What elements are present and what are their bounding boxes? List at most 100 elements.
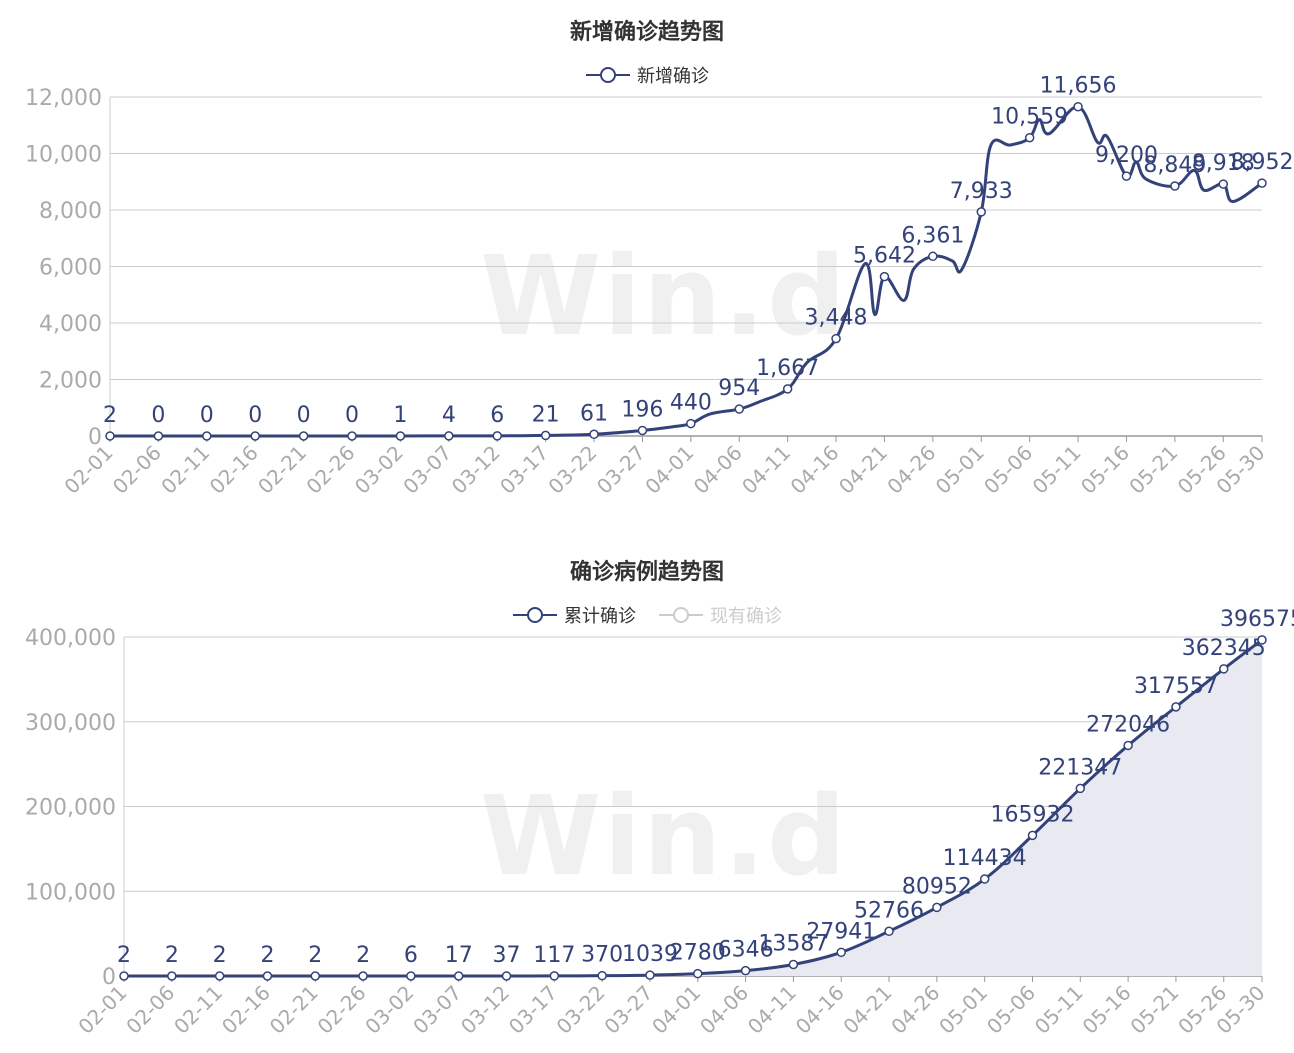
- data-point: [358, 971, 368, 981]
- data-label: 21: [532, 402, 560, 427]
- data-label: 13587: [758, 931, 828, 956]
- x-tick-label: 05-11: [1028, 441, 1086, 499]
- x-tick-label: 05-21: [1124, 441, 1182, 499]
- data-label: 80952: [902, 874, 972, 899]
- x-tick-label: 04-01: [640, 441, 698, 499]
- data-label: 8,849: [1143, 153, 1206, 178]
- x-tick-label: 04-16: [786, 441, 844, 499]
- data-point: [637, 425, 648, 436]
- data-point: [693, 968, 703, 979]
- data-point: [492, 431, 502, 441]
- x-tick-label: 05-11: [1030, 981, 1088, 1039]
- data-point: [1257, 178, 1267, 188]
- data-label: 8,952: [1231, 150, 1294, 175]
- data-point: [444, 431, 454, 441]
- legend-item-cumulative[interactable]: 累计确诊: [512, 602, 636, 628]
- new-cases-chart: Win.d 0 2,000 4,000 6,000 8,000 10,000 12,000 0…: [25, 20, 1294, 499]
- y-tick-label: 4,000: [39, 312, 102, 337]
- data-point: [119, 971, 129, 981]
- data-label: 396575: [1220, 607, 1294, 632]
- data-point: [105, 431, 115, 441]
- series-area: [124, 639, 1262, 976]
- data-label: 1039: [622, 942, 678, 967]
- data-point: [1073, 101, 1083, 112]
- data-point: [262, 971, 273, 981]
- data-label: 362345: [1182, 636, 1266, 661]
- data-label: 37: [493, 943, 521, 968]
- legend-line-circle-icon: [659, 607, 703, 623]
- data-point: [1218, 179, 1229, 189]
- data-label: 117: [533, 943, 575, 968]
- legend-label: 累计确诊: [564, 606, 636, 627]
- chart-title: 新增确诊趋势图: [569, 20, 724, 45]
- data-label: 165932: [990, 802, 1074, 827]
- data-label: 0: [151, 403, 165, 428]
- x-tick-label: 02-11: [169, 981, 227, 1039]
- legend-label: 现有确诊: [710, 606, 782, 627]
- x-tick-label: 03-02: [360, 981, 418, 1039]
- x-tick-label: 03-17: [504, 981, 562, 1039]
- data-point: [501, 971, 512, 981]
- x-tick-label: 02-06: [121, 981, 179, 1039]
- data-label: 2780: [670, 941, 726, 966]
- series-line: [109, 105, 1263, 438]
- x-tick-label: 04-06: [689, 441, 747, 499]
- data-label: 9,200: [1095, 143, 1158, 168]
- y-tick-label: 8,000: [39, 199, 102, 224]
- x-tick-label: 05-16: [1078, 981, 1136, 1039]
- x-tick-label: 04-26: [886, 981, 944, 1039]
- data-point: [1257, 635, 1267, 645]
- x-tick-label: 03-22: [552, 981, 610, 1039]
- legend-label: 新增确诊: [637, 66, 709, 87]
- x-tick-label: 02-26: [301, 441, 359, 499]
- y-tick-label: 400,000: [25, 626, 116, 651]
- data-point: [153, 431, 164, 441]
- data-label: 10,559: [991, 105, 1068, 130]
- x-tick-label: 04-11: [737, 441, 795, 499]
- legend-item-new[interactable]: 新增确诊: [585, 62, 709, 88]
- data-point: [250, 431, 260, 441]
- x-tick-label: 03-27: [599, 981, 657, 1039]
- data-label: 2: [117, 943, 131, 968]
- y-tick-label: 0: [102, 965, 116, 990]
- data-label: 2: [103, 403, 117, 428]
- data-point: [734, 404, 744, 414]
- data-label: 0: [248, 403, 262, 428]
- data-label: 6: [490, 403, 504, 428]
- legend-item-current[interactable]: 现有确诊: [658, 602, 782, 628]
- data-label: 61: [580, 401, 608, 426]
- new-cases-plot: 02,0004,0006,0008,00010,00012,00002-0102…: [25, 74, 1294, 499]
- data-point: [1123, 740, 1133, 751]
- data-point: [202, 431, 212, 441]
- x-tick-label: 05-21: [1125, 981, 1183, 1039]
- y-tick-label: 100,000: [25, 880, 116, 905]
- x-tick-label: 05-01: [934, 981, 992, 1039]
- y-tick-label: 300,000: [25, 711, 116, 736]
- x-tick-label: 04-06: [695, 981, 753, 1039]
- data-point: [597, 970, 607, 981]
- data-label: 221347: [1038, 755, 1122, 780]
- data-point: [214, 971, 225, 981]
- data-point: [831, 333, 841, 344]
- x-tick-label: 04-21: [834, 441, 892, 499]
- data-point: [395, 431, 406, 441]
- data-label: 6: [404, 943, 418, 968]
- legend: 累计确诊 现有确诊: [0, 602, 1294, 628]
- x-tick-label: 02-21: [253, 441, 311, 499]
- data-point: [1075, 783, 1086, 794]
- data-point: [1121, 171, 1132, 181]
- data-label: 2: [213, 943, 227, 968]
- data-point: [1171, 702, 1181, 712]
- x-tick-label: 02-16: [205, 441, 263, 499]
- data-point: [979, 874, 990, 884]
- cumulative-cases-plot: 0100,000200,000300,000400,00002-0102-060…: [25, 607, 1294, 1039]
- x-tick-label: 04-16: [791, 981, 849, 1039]
- x-tick-label: 03-07: [398, 441, 456, 499]
- legend-line-circle-icon: [513, 607, 557, 623]
- data-label: 317557: [1134, 674, 1218, 699]
- y-tick-label: 2,000: [39, 369, 102, 394]
- data-label: 27941: [806, 919, 876, 944]
- data-point: [976, 207, 987, 217]
- data-label: 1: [393, 403, 407, 428]
- data-point: [549, 971, 560, 981]
